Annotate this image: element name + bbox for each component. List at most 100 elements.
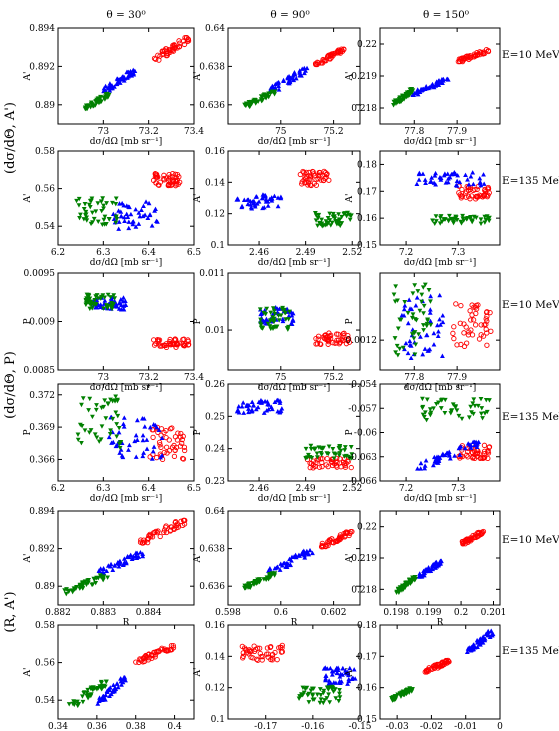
data-point (481, 181, 487, 186)
x-tick-label: 73.2 (139, 127, 159, 137)
y-tick-label: 0.894 (29, 24, 55, 34)
y-tick-label: 0.219 (351, 72, 377, 82)
data-point (458, 193, 464, 199)
data-point (307, 455, 313, 460)
data-point (434, 661, 440, 668)
data-point (319, 224, 325, 229)
data-point (109, 305, 115, 311)
data-point (301, 548, 307, 553)
data-point (253, 194, 259, 199)
data-point (153, 528, 159, 535)
y-tick-label: 0.218 (351, 585, 377, 595)
data-point (312, 211, 318, 216)
data-point (413, 576, 418, 582)
data-point (440, 353, 445, 358)
y-axis-label: A' (23, 72, 33, 82)
data-point (166, 172, 172, 178)
y-tick-label: 0.56 (35, 659, 55, 669)
data-point (259, 310, 264, 316)
series-red (318, 529, 355, 550)
data-point (484, 342, 490, 348)
data-point (270, 306, 276, 311)
data-point (454, 408, 460, 413)
data-point (102, 398, 108, 403)
data-point (488, 628, 494, 634)
data-point (107, 564, 113, 569)
y-tick-label: 0.636 (199, 101, 225, 111)
plot-frame (227, 510, 361, 606)
x-axis-label: dσ/dΩ [mb sr⁻¹] (404, 383, 476, 393)
data-point (402, 585, 408, 590)
data-point (111, 293, 117, 298)
x-axis-label: dσ/dΩ [mb sr⁻¹] (404, 494, 476, 504)
data-point (457, 320, 463, 326)
data-point (307, 547, 313, 553)
data-point (328, 223, 334, 228)
data-point (445, 77, 451, 82)
data-point (102, 214, 108, 220)
y-tick-label: 0.219 (351, 554, 377, 564)
data-point (114, 217, 120, 222)
data-point (126, 73, 131, 78)
data-point (133, 432, 139, 438)
data-point (90, 687, 96, 693)
data-point (331, 451, 337, 456)
data-point (240, 650, 246, 656)
data-point (478, 217, 484, 222)
data-point (337, 532, 344, 538)
data-point (89, 210, 95, 216)
data-point (326, 537, 333, 543)
data-point (470, 187, 476, 193)
data-point (98, 99, 104, 105)
y-tick-label: 0.1 (211, 715, 225, 725)
data-point (339, 679, 344, 684)
data-point (118, 440, 124, 445)
data-point (340, 665, 346, 671)
data-point (125, 214, 131, 219)
series-blue (258, 304, 296, 327)
data-point (81, 217, 87, 222)
data-point (477, 636, 483, 641)
data-point (261, 410, 267, 415)
data-point (421, 311, 426, 316)
data-point (151, 55, 158, 62)
data-point (317, 700, 323, 706)
data-point (325, 451, 331, 457)
plot-frame (57, 624, 195, 720)
y-tick-label: 0.64 (205, 24, 225, 34)
data-point (482, 220, 488, 225)
data-point (322, 332, 328, 339)
data-point (476, 336, 483, 342)
data-point (349, 456, 355, 461)
data-point (262, 95, 268, 100)
data-point (265, 401, 271, 407)
data-point (483, 321, 489, 328)
data-point (93, 580, 99, 586)
data-point (99, 687, 105, 692)
plot-frame (379, 150, 501, 246)
data-point (484, 409, 490, 415)
data-point (63, 591, 69, 597)
data-point (451, 169, 457, 175)
data-point (167, 528, 173, 534)
data-point (82, 579, 88, 584)
series-green (420, 396, 492, 423)
data-point (313, 341, 319, 347)
data-point (120, 299, 126, 304)
data-point (303, 179, 309, 185)
data-point (327, 55, 333, 62)
data-point (108, 691, 114, 697)
x-tick-label: 6.4 (142, 484, 157, 494)
data-point (428, 299, 433, 304)
data-point (105, 401, 111, 406)
data-point (430, 462, 436, 468)
data-point (417, 308, 423, 314)
data-point (181, 447, 188, 454)
data-point (319, 459, 325, 466)
data-point (110, 200, 115, 206)
data-point (147, 424, 153, 430)
data-point (299, 73, 304, 78)
y-tick-label: 0.366 (29, 455, 55, 465)
x-tick-label: 0.38 (126, 722, 146, 731)
data-point (403, 92, 409, 97)
